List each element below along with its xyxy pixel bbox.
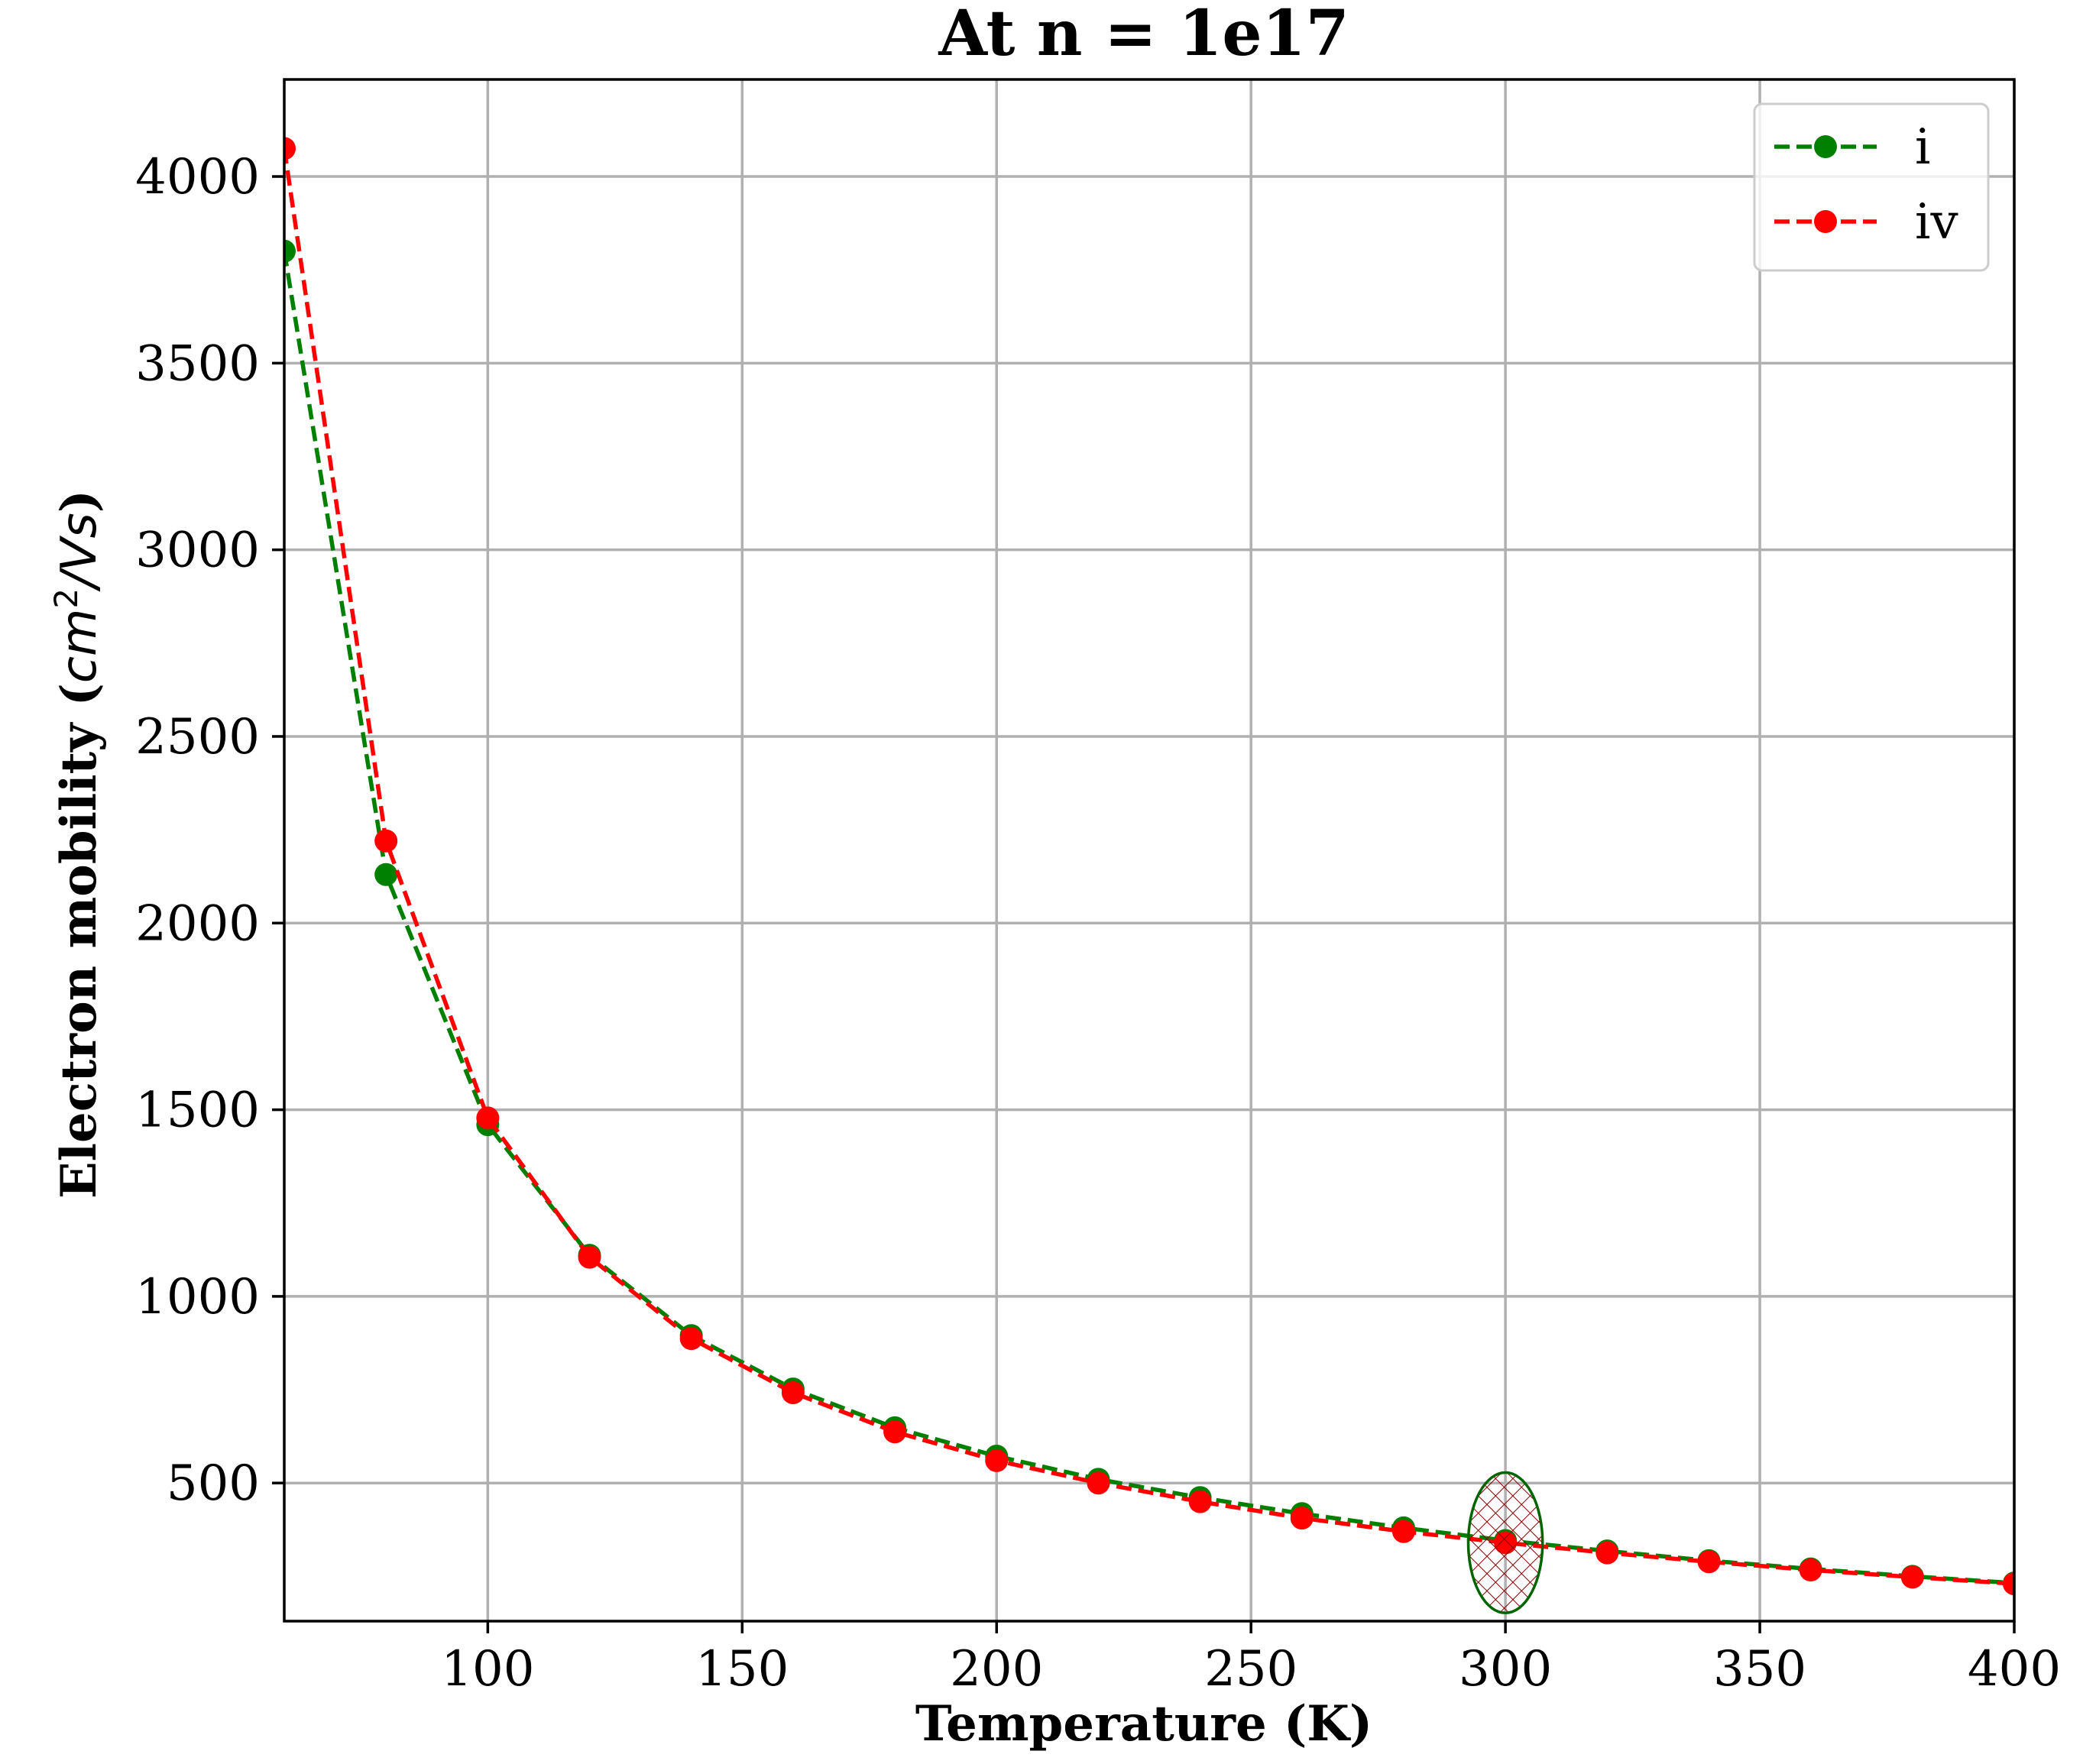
legend-iv-marker (1814, 210, 1837, 233)
y-tick-label: 2500 (135, 709, 260, 765)
legend-i-marker (1814, 135, 1837, 158)
legend-i-label: i (1915, 119, 1930, 176)
y-axis-label-unit-exp: 2 (47, 588, 85, 609)
y-axis-label: Electron mobility (cm2/Vs) (47, 490, 109, 1199)
highlight-ellipse (1466, 1471, 1544, 1615)
series-iv-point (679, 1327, 703, 1351)
x-tick-label: 250 (1204, 1641, 1297, 1698)
y-tick-label: 4000 (135, 149, 260, 206)
series-iv-point (985, 1448, 1009, 1472)
series-iv-point (1087, 1471, 1110, 1495)
y-tick-label: 3500 (135, 335, 260, 392)
x-axis-label: Temperature (K) (915, 1695, 1372, 1753)
series-iv-point (1391, 1520, 1415, 1543)
series-iv-point (1697, 1550, 1721, 1574)
series-i-point (284, 239, 296, 263)
series-iv-point (1799, 1558, 1822, 1582)
series-iv-point (781, 1380, 805, 1404)
axis-ticks: 100 150 200 250 300 350 400 500 1000 1500 2000 2500… (135, 149, 2061, 1698)
legend-iv-label: iv (1915, 194, 1958, 251)
plot-frame (283, 78, 2016, 1623)
series-i-line (284, 251, 2014, 1585)
y-tick-label: 500 (167, 1455, 260, 1512)
series-iv-point (1290, 1507, 1314, 1530)
series-iv-point (1900, 1565, 1924, 1589)
legend: i iv (1753, 102, 1990, 272)
x-tick-label: 200 (950, 1641, 1043, 1698)
y-tick-label: 3000 (135, 523, 260, 579)
chart-title: At n = 1e17 (938, 0, 1349, 70)
x-tick-label: 150 (695, 1641, 789, 1698)
x-tick-label: 400 (1968, 1641, 2061, 1698)
x-tick-label: 300 (1459, 1641, 1552, 1698)
series-iv-point (883, 1420, 907, 1444)
y-tick-label: 1500 (135, 1083, 260, 1139)
y-axis-label-main: Electron mobility ( (50, 683, 108, 1199)
series-iv-point (374, 829, 398, 853)
y-axis-label-unit-cm: cm (51, 609, 108, 684)
y-tick-label: 1000 (135, 1269, 260, 1325)
x-tick-label: 100 (441, 1641, 534, 1698)
series-iv-point (284, 137, 296, 160)
series-i-point (374, 863, 398, 886)
y-tick-label: 2000 (135, 895, 260, 952)
legend-box (1753, 102, 1990, 272)
series-iv-line (284, 147, 2014, 1586)
y-axis-label-close: ) (50, 490, 108, 513)
series-iv-point (1595, 1541, 1619, 1565)
plot-area (284, 137, 2014, 1615)
y-axis-label-unit-rest: /Vs (51, 513, 108, 592)
series-iv-point (578, 1245, 601, 1269)
grid (284, 79, 2016, 1621)
series-iv-point (1188, 1490, 1212, 1513)
series-iv-point (2003, 1572, 2014, 1596)
x-tick-label: 350 (1713, 1641, 1806, 1698)
series-iv-point (476, 1106, 500, 1130)
